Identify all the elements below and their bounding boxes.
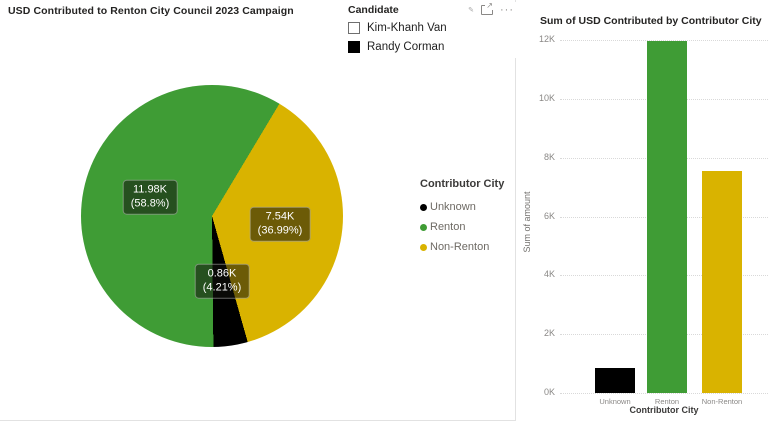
pencil-icon[interactable]: ✎ (468, 6, 474, 14)
checkbox-icon[interactable] (348, 21, 360, 34)
y-tick: 12K (538, 34, 555, 44)
focus-mode-icon[interactable] (481, 1, 493, 15)
slicer-item-label: Kim-Khanh Van (367, 21, 447, 34)
y-tick: 10K (538, 93, 555, 103)
pie-data-label-renton: 11.98K (58.8%) (122, 179, 178, 215)
legend-item-unknown[interactable]: Unknown (420, 197, 504, 217)
more-options-icon[interactable]: ··· (500, 3, 514, 16)
slicer-item-label: Randy Corman (367, 40, 445, 53)
pie-data-label-unknown: 0.86K (4.21%) (194, 263, 250, 299)
y-tick: 6K (543, 211, 555, 221)
legend-item-label: Non-Renton (430, 241, 490, 253)
legend-title: Contributor City (420, 178, 505, 190)
pie-label-percent: (4.21%) (202, 282, 242, 294)
bar-renton[interactable] (647, 41, 687, 393)
pie-chart-title: USD Contributed to Renton City Council 2… (8, 5, 294, 17)
slicer-item-randy-corman[interactable]: Randy Corman (348, 37, 516, 56)
legend-item-label: Renton (430, 221, 466, 233)
bar-chart-title: Sum of USD Contributed by Contributor Ci… (540, 15, 762, 27)
x-axis-title: Contributor City (629, 405, 699, 415)
pie-data-label-nonrenton: 7.54K (36.99%) (249, 206, 311, 242)
pie-label-value: 11.98K (132, 183, 168, 196)
x-tick-unknown: Unknown (599, 397, 631, 406)
x-tick-renton: Renton (654, 397, 680, 406)
y-axis-title: Sum of amount (522, 191, 532, 253)
pie-label-value: 0.86K (207, 267, 237, 280)
bar-visual-container: Sum of USD Contributed by Contributor Ci… (518, 0, 768, 431)
y-tick: 8K (543, 152, 555, 162)
pie-legend: Contributor City Unknown Renton Non-Rent… (420, 178, 504, 257)
gridline (560, 40, 768, 41)
slicer-toolbar: ✎ ··· (468, 1, 516, 16)
gridline (560, 393, 768, 394)
x-tick-non-renton: Non-Renton (701, 397, 743, 406)
pie-label-percent: (58.8%) (130, 198, 170, 210)
slicer-title: Candidate (348, 4, 399, 16)
y-tick: 2K (543, 328, 555, 338)
legend-dot-icon (420, 223, 427, 231)
y-tick: 0K (543, 387, 555, 397)
candidate-slicer: Candidate ✎ ··· Kim-Khanh Van Randy Corm… (348, 1, 516, 58)
slicer-item-kim-khanh-van[interactable]: Kim-Khanh Van (348, 18, 516, 37)
legend-item-renton[interactable]: Renton (420, 217, 504, 237)
checkbox-icon[interactable] (348, 40, 360, 53)
legend-item-label: Unknown (430, 201, 476, 213)
pie-visual-container: USD Contributed to Renton City Council 2… (0, 0, 516, 421)
legend-item-nonrenton[interactable]: Non-Renton (420, 237, 504, 257)
y-tick: 4K (543, 269, 555, 279)
bar-unknown[interactable] (595, 368, 635, 393)
bar-non-renton[interactable] (702, 171, 742, 393)
legend-dot-icon (420, 203, 427, 211)
pie-label-value: 7.54K (265, 210, 295, 223)
legend-dot-icon (420, 243, 427, 251)
pie-label-percent: (36.99%) (257, 225, 303, 237)
slicer-header: Candidate ✎ ··· (348, 1, 516, 18)
